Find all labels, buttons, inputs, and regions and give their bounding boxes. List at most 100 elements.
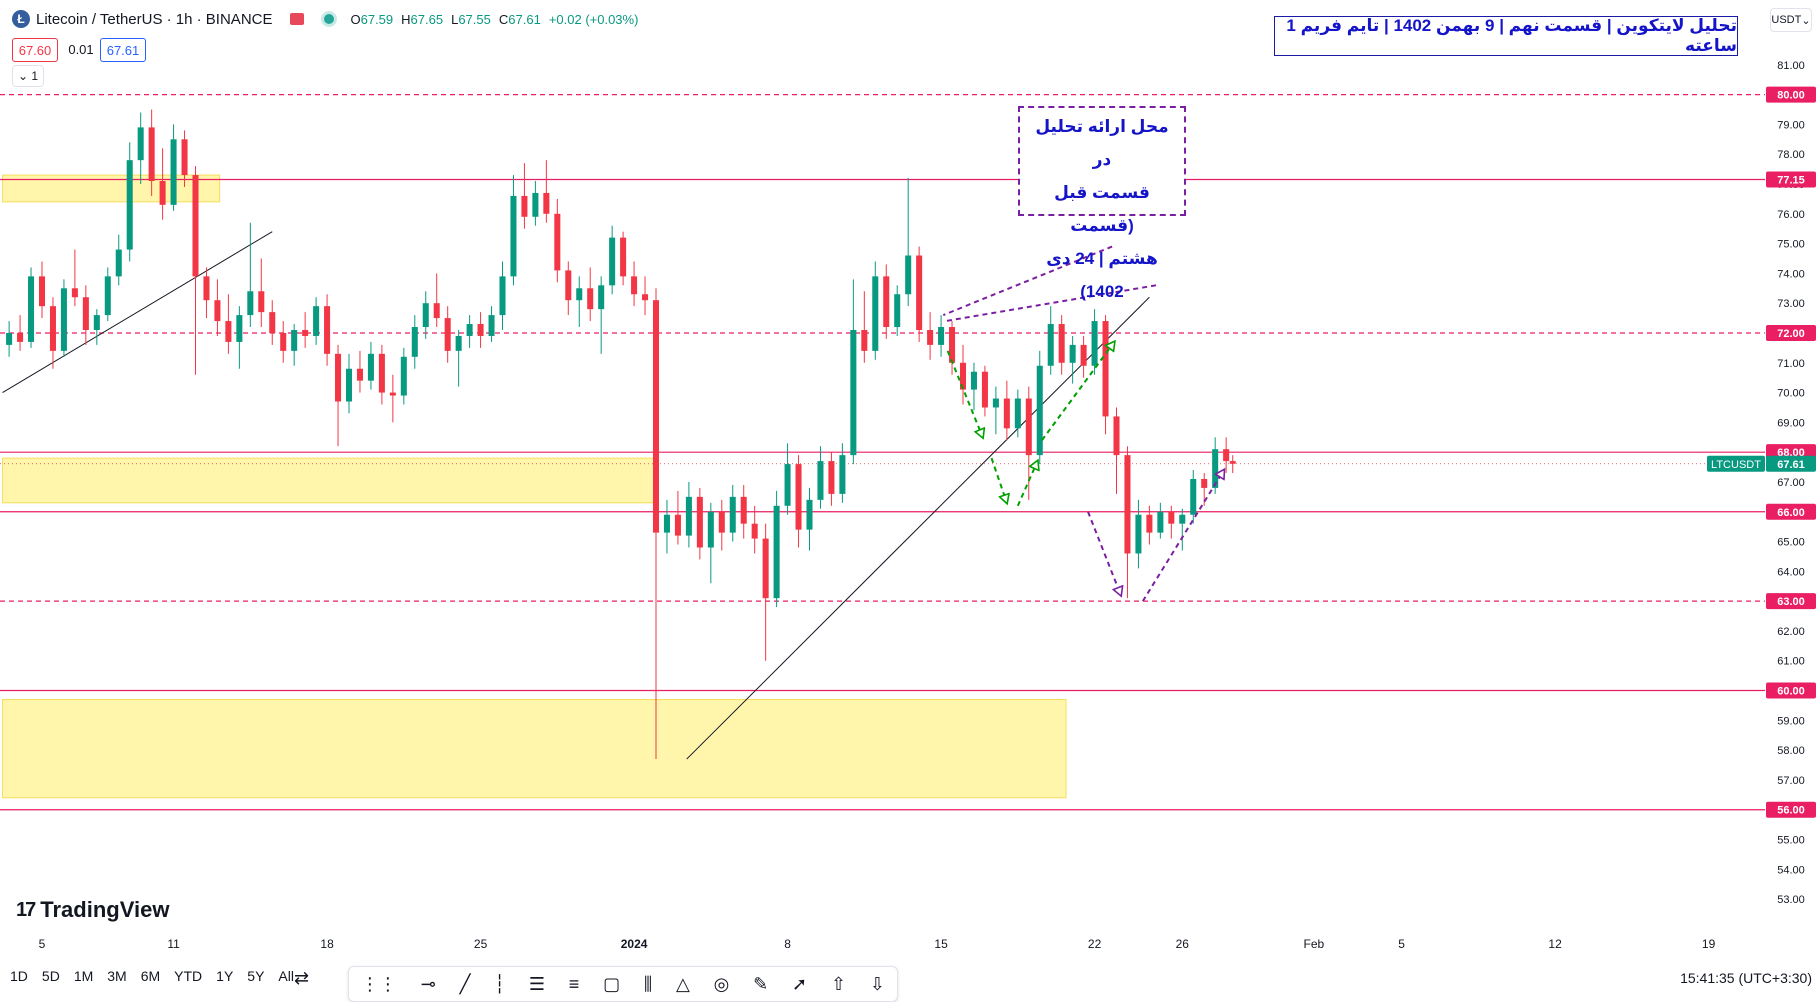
candle bbox=[1113, 407, 1120, 494]
candle bbox=[1102, 315, 1109, 435]
green-arrow bbox=[946, 350, 983, 437]
candle bbox=[170, 124, 177, 211]
symbol-title[interactable]: Litecoin / TetherUS · 1h · BINANCE bbox=[36, 10, 273, 28]
y-tick-label: 70.00 bbox=[1777, 388, 1805, 400]
candle bbox=[652, 288, 660, 760]
range-6m[interactable]: 6M bbox=[140, 968, 161, 984]
candle-body bbox=[565, 270, 572, 301]
y-tick-label: 79.00 bbox=[1777, 119, 1805, 131]
candle bbox=[707, 502, 714, 584]
candle bbox=[17, 315, 24, 351]
candle-body bbox=[1124, 455, 1131, 554]
candle-body bbox=[718, 511, 725, 533]
y-tick-label: 78.00 bbox=[1777, 149, 1805, 161]
candle-body bbox=[345, 368, 353, 402]
candle bbox=[751, 505, 758, 554]
currency-selector[interactable]: USDT ⌄ bbox=[1770, 8, 1812, 32]
arrow-tool-icon[interactable]: ➚ bbox=[792, 973, 808, 994]
vertical-line-icon[interactable]: ┆ bbox=[494, 973, 506, 994]
candle bbox=[1025, 386, 1032, 500]
candle bbox=[740, 484, 747, 539]
level-badge-label: 80.00 bbox=[1777, 90, 1805, 102]
range-1y[interactable]: 1Y bbox=[216, 968, 234, 984]
circle-tool-icon[interactable]: ◎ bbox=[713, 973, 730, 994]
arrow-down-icon[interactable]: ⇩ bbox=[869, 973, 885, 994]
y-tick-label: 73.00 bbox=[1777, 298, 1805, 310]
previous-analysis-note[interactable]: محل ارائه تحلیل در قسمت قبل (قسمت هشتم |… bbox=[1018, 106, 1186, 301]
symbol-badge-bg bbox=[1707, 455, 1765, 472]
candle bbox=[181, 130, 188, 187]
time-axis[interactable]: 5 11 18 25 2024 8 15 22 26 Feb 5 12 19 bbox=[39, 937, 1716, 951]
go-to-date-icon[interactable]: ⇄ bbox=[294, 968, 310, 988]
drag-handle-icon[interactable]: ⋮⋮ bbox=[360, 973, 397, 994]
utc-clock[interactable]: 15:41:35 (UTC+3:30) bbox=[1680, 970, 1812, 986]
horizontal-ray-icon[interactable]: ⊸ bbox=[420, 973, 436, 994]
candle-body bbox=[1201, 478, 1208, 488]
candle-body bbox=[652, 300, 660, 533]
price-axis[interactable]: 53.00 54.00 55.00 56.00 57.00 58.00 59.00 60.00… bbox=[1765, 0, 1820, 999]
brush-tool-icon[interactable]: ✎ bbox=[753, 973, 769, 994]
candle-body bbox=[356, 368, 363, 381]
candle-body bbox=[1135, 514, 1142, 554]
candle-body bbox=[126, 160, 133, 250]
purple-arrow bbox=[1141, 470, 1224, 602]
level-badge-bg bbox=[1766, 682, 1816, 699]
range-3m[interactable]: 3M bbox=[107, 968, 127, 984]
candle bbox=[225, 294, 232, 354]
parallel-channel-icon[interactable]: ☰ bbox=[528, 973, 545, 994]
candle bbox=[521, 163, 528, 229]
candle bbox=[959, 344, 967, 405]
level-badge-label: 72.00 bbox=[1777, 328, 1805, 340]
indicator-collapse-button[interactable]: ⌄ 1 bbox=[12, 65, 44, 87]
candle-body bbox=[1190, 478, 1197, 515]
buy-price-button[interactable]: 67.61 bbox=[100, 38, 146, 62]
candle bbox=[214, 279, 221, 336]
fib-retracement-icon[interactable]: ≡ bbox=[568, 973, 580, 994]
candle bbox=[356, 350, 363, 393]
spread-value: 0.01 bbox=[68, 41, 94, 57]
flag-icon[interactable] bbox=[290, 13, 305, 25]
candle bbox=[60, 279, 67, 357]
candle-body bbox=[1179, 514, 1186, 524]
candle bbox=[1091, 309, 1098, 375]
range-1m[interactable]: 1M bbox=[73, 968, 94, 984]
range-ytd[interactable]: YTD bbox=[174, 968, 203, 984]
candle bbox=[280, 321, 287, 363]
triangle-tool-icon[interactable]: △ bbox=[676, 973, 690, 994]
arrow-up-icon[interactable]: ⇧ bbox=[830, 973, 847, 994]
ohlc-values: O67.59 H67.65 L67.55 C67.61 +0.02 (+0.03… bbox=[350, 11, 639, 27]
x-tick-label: 5 bbox=[39, 937, 46, 951]
rectangle-tool-icon[interactable]: ▢ bbox=[603, 973, 621, 994]
date-range-icon[interactable]: ⫼ bbox=[643, 973, 653, 994]
candle-body bbox=[1229, 461, 1236, 464]
range-all[interactable]: All bbox=[278, 968, 294, 984]
candle bbox=[598, 276, 605, 354]
candle bbox=[93, 309, 100, 345]
candle-body bbox=[609, 237, 616, 286]
range-5d[interactable]: 5D bbox=[41, 968, 60, 984]
candle-body bbox=[214, 300, 221, 322]
candle-body bbox=[1036, 365, 1043, 456]
candle bbox=[1080, 335, 1087, 378]
candle bbox=[6, 321, 13, 357]
candle-body bbox=[740, 496, 747, 524]
range-1d[interactable]: 1D bbox=[10, 968, 28, 984]
candle bbox=[938, 315, 945, 357]
trendline-tool-icon[interactable]: ╱ bbox=[459, 973, 471, 994]
y-tick-label: 67.00 bbox=[1777, 477, 1805, 489]
candle-body bbox=[225, 321, 232, 342]
candle bbox=[850, 279, 857, 465]
candle-body bbox=[422, 303, 429, 328]
sell-price-button[interactable]: 67.60 bbox=[12, 38, 58, 62]
supply-demand-zones bbox=[2, 174, 1067, 799]
x-tick-label: 26 bbox=[1176, 937, 1190, 951]
candle-body bbox=[1157, 511, 1164, 533]
candle-body bbox=[620, 237, 627, 277]
candle-body bbox=[970, 371, 977, 390]
candle-body bbox=[1025, 398, 1032, 456]
range-5y[interactable]: 5Y bbox=[247, 968, 265, 984]
candle bbox=[258, 258, 265, 328]
y-tick-label: 65.00 bbox=[1777, 537, 1805, 549]
chart-title-annotation[interactable]: تحلیل لایتکوین | قسمت نهم | 9 بهمن 1402 … bbox=[1274, 16, 1738, 56]
